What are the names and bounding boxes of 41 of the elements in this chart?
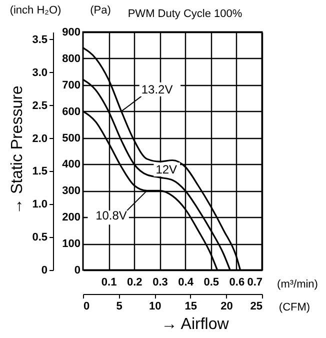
y-tick-label: 500 [62,132,80,144]
y2-tick-label: 0.5 [32,232,48,244]
y2-tick-label: 0 [41,264,48,276]
x2-tick-label: 0 [84,300,90,312]
chart-title: PWM Duty Cycle 100% [128,8,242,20]
y-tick-label: 400 [62,158,80,171]
y2-tick-label: 3.0 [32,66,48,79]
y2-tick-label: 1.5 [32,166,48,178]
x-tick-label: 0.5 [204,276,220,288]
text: 13.2V [141,82,173,96]
legend-label: 10.8V [96,208,127,223]
y-tick-label: 800 [62,52,80,65]
x-tick-label: 0.1 [101,276,117,288]
y-axis-title: (Pa) [90,4,111,16]
y2-tick-label: 2.5 [32,100,48,112]
y2-tick-label: 3.5 [32,34,48,46]
y-tick-label: 200 [62,212,80,224]
x-tick-label: 0.6 [229,276,245,288]
y-tick-label: 100 [62,238,80,250]
y-tick-label: 900 [62,26,80,38]
x2-tick-label: 15 [184,300,198,312]
y2-axis-title: (inch H₂O) [10,4,62,16]
y-tick-label: 0 [74,264,80,276]
text: → Airflow [161,316,229,334]
y2-tick-label: 2.0 [32,132,48,145]
x-axis-title: (m³/min) [277,278,318,290]
x-tick-label: 0.7 [247,276,262,288]
y-tick-label: 600 [62,106,80,118]
x2-axis-title: (CFM) [278,302,310,314]
x-tick-label: 0.3 [152,276,168,288]
x2-tick-label: 25 [250,300,262,312]
x-tick-label: 0.4 [178,276,194,288]
text: → Static Pressure [9,86,27,214]
y2-tick-label: 1.0 [32,198,48,211]
x2-tick-label: 20 [220,300,233,312]
y-tick-label: 700 [62,79,80,92]
x2-tick-label: 5 [116,300,122,312]
series-label: 12V [156,162,178,176]
x-tick-label: 0.2 [126,276,142,288]
x2-tick-label: 10 [148,300,162,312]
y-tick-label: 300 [62,185,80,198]
